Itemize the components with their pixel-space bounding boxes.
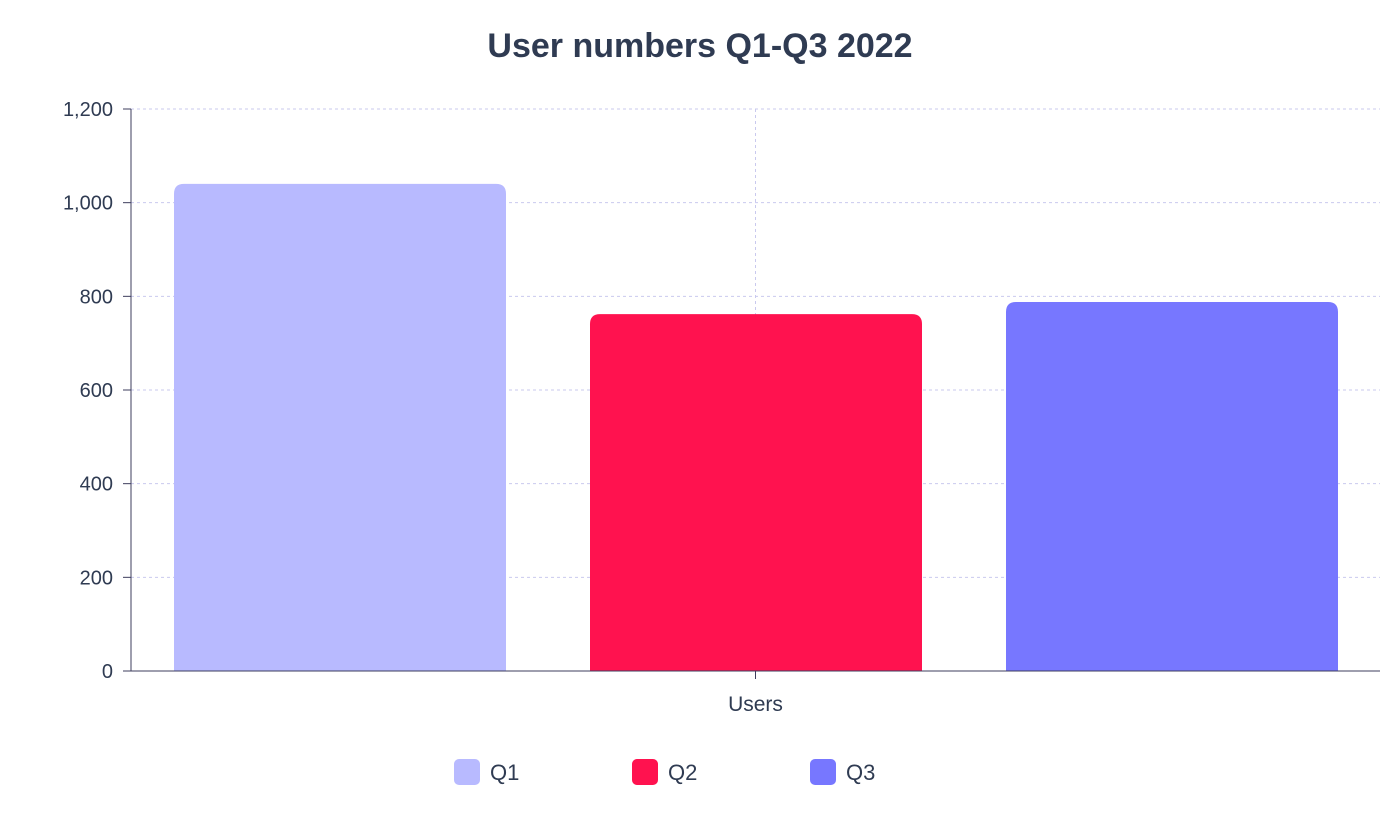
legend-label: Q3 bbox=[846, 760, 875, 785]
bar-q1 bbox=[174, 183, 506, 671]
legend-item-q1: Q1 bbox=[454, 759, 519, 785]
y-tick-label: 200 bbox=[80, 567, 113, 589]
y-tick-label: 1,200 bbox=[63, 99, 113, 121]
bar-q2 bbox=[590, 314, 922, 671]
x-tick-label: Users bbox=[728, 693, 783, 716]
bars bbox=[174, 183, 1338, 671]
legend-label: Q2 bbox=[668, 760, 697, 785]
y-tick-label: 0 bbox=[102, 661, 113, 683]
y-tick-label: 400 bbox=[80, 474, 113, 496]
legend: Q1 Q2 Q3 bbox=[454, 759, 875, 785]
chart-title: User numbers Q1-Q3 2022 bbox=[487, 27, 912, 65]
legend-swatch bbox=[632, 759, 658, 785]
legend-label: Q1 bbox=[490, 760, 519, 785]
legend-swatch bbox=[810, 759, 836, 785]
axes: 0 200 400 600 800 1,000 1,200 Users bbox=[63, 99, 1380, 716]
y-tick-label: 1,000 bbox=[63, 193, 113, 215]
legend-item-q3: Q3 bbox=[810, 759, 875, 785]
legend-item-q2: Q2 bbox=[632, 759, 697, 785]
legend-swatch bbox=[454, 759, 480, 785]
y-tick-label: 800 bbox=[80, 286, 113, 308]
y-tick-label: 600 bbox=[80, 380, 113, 402]
bar-q3 bbox=[1006, 301, 1338, 671]
